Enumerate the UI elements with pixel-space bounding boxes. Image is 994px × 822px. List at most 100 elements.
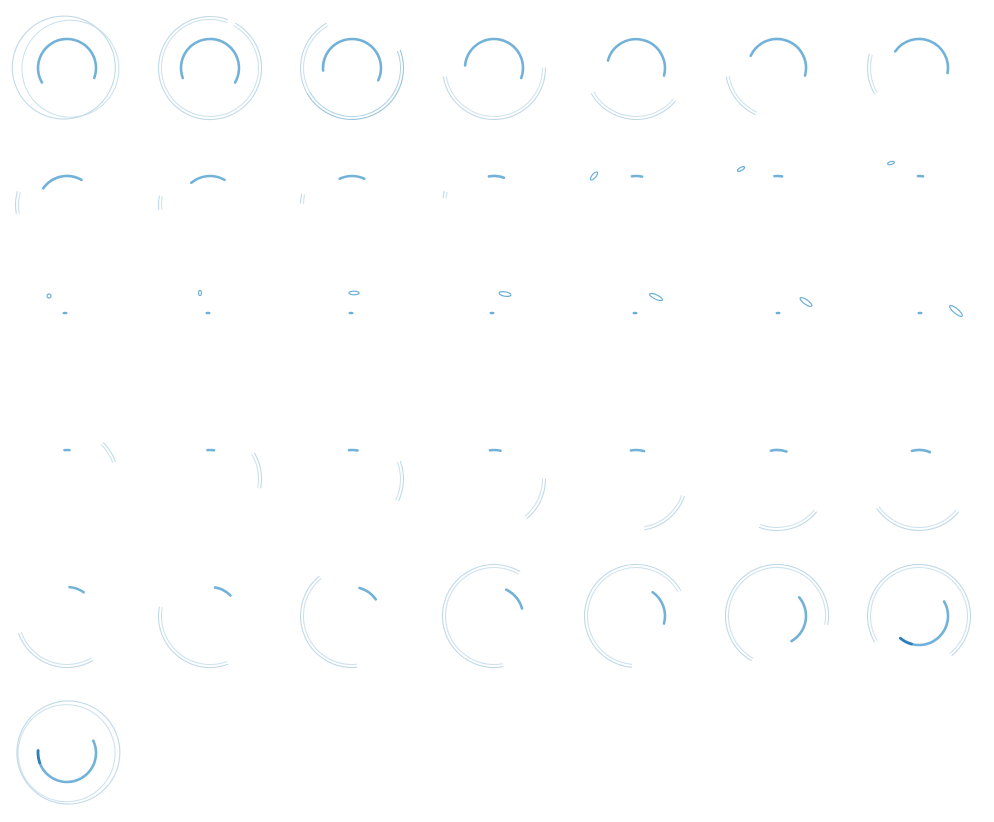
- inner-arc: [504, 588, 524, 610]
- outer-arc: [758, 511, 817, 532]
- outer-arc: [254, 452, 263, 489]
- outer-arc: [251, 454, 259, 488]
- spinner-frame-13: [736, 166, 784, 178]
- inner-arc: [651, 590, 667, 625]
- spinner-frame-17: [348, 290, 360, 315]
- inner-arc: [630, 174, 644, 178]
- outer-arc: [586, 566, 679, 665]
- spinner-frame-27: [758, 448, 817, 532]
- outer-arc: [878, 506, 957, 529]
- outer-arc: [17, 191, 21, 214]
- arc-fragment: [498, 290, 512, 298]
- spinner-dot: [917, 311, 923, 315]
- outer-arc: [445, 191, 448, 199]
- outer-arc: [445, 67, 544, 118]
- spinner-frame-24: [347, 448, 405, 502]
- outer-arc: [644, 496, 685, 531]
- spinner-frame-15: [46, 293, 68, 315]
- spinner-frame-28: [876, 448, 959, 532]
- spinner-frame-6: [725, 37, 808, 116]
- outer-arc: [306, 49, 405, 121]
- inner-arc: [629, 448, 646, 453]
- spinner-frame-2: [158, 15, 263, 121]
- spinner-dot: [775, 311, 781, 315]
- arc-fragment: [348, 290, 360, 296]
- outer-arc: [725, 76, 756, 116]
- outer-arc: [593, 91, 674, 118]
- outer-arc: [866, 564, 972, 656]
- spinner-frame-36: [16, 700, 121, 805]
- outer-arc: [866, 54, 875, 95]
- inner-arc: [769, 448, 788, 453]
- arc-fragment: [736, 166, 746, 172]
- inner-arc: [36, 739, 98, 784]
- inner-arc: [487, 174, 506, 180]
- inner-arc: [338, 174, 366, 181]
- spinner-frame-23: [206, 448, 263, 489]
- inner-arc: [463, 37, 525, 80]
- outer-arc: [14, 191, 18, 215]
- spinner-frame-12: [589, 171, 644, 181]
- outer-arc: [442, 67, 547, 121]
- outer-arc: [759, 509, 815, 529]
- arc-fragment: [197, 289, 203, 297]
- inner-arc: [910, 448, 932, 454]
- outer-arc: [300, 576, 358, 669]
- outer-arc: [160, 196, 163, 210]
- spinner-frame-32: [442, 563, 524, 668]
- outer-arc: [11, 15, 116, 120]
- spinner-frame-16: [197, 289, 211, 315]
- outer-arc: [590, 93, 676, 121]
- outer-arc: [398, 460, 405, 502]
- inner-arc: [321, 37, 383, 82]
- spinner-frame-9: [157, 174, 226, 211]
- outer-arc: [643, 495, 683, 528]
- outer-arc: [299, 22, 327, 95]
- outer-arc: [583, 563, 682, 668]
- inner-arc: [36, 37, 98, 84]
- outer-arc: [526, 478, 547, 519]
- spinner-frame-11: [442, 174, 506, 199]
- outer-arc: [157, 195, 160, 211]
- spinner-frame-31: [300, 576, 378, 669]
- spinner-frame-25: [488, 448, 547, 519]
- outer-arc: [100, 444, 114, 463]
- inner-arc: [749, 37, 808, 77]
- inner-arc-accent: [898, 636, 913, 646]
- spinner-frame-30: [158, 586, 232, 669]
- outer-arc: [309, 50, 402, 118]
- outer-arc: [21, 19, 120, 118]
- spinner-frame-18: [489, 290, 512, 315]
- inner-arc: [179, 37, 241, 84]
- inner-arc: [347, 448, 359, 452]
- outer-arc: [302, 194, 306, 204]
- spinner-frame-20: [775, 296, 813, 315]
- outer-arc: [302, 578, 357, 666]
- spinner-frame-35: [866, 564, 972, 656]
- spinner-dot: [489, 311, 495, 315]
- arc-fragment: [46, 293, 52, 299]
- spinner-frame-4: [442, 37, 547, 121]
- inner-arc-accent: [36, 749, 42, 765]
- spinner-frame-7: [866, 37, 950, 95]
- arc-fragment: [886, 160, 896, 166]
- arc-fragment: [799, 296, 813, 308]
- spinner-frame-5: [590, 37, 676, 121]
- spinner-frame-26: [629, 448, 685, 531]
- spinner-frame-1: [11, 15, 120, 120]
- spinner-frame-14: [886, 160, 925, 178]
- arc-fragment: [589, 171, 599, 181]
- outer-arc: [17, 704, 116, 803]
- outer-arc: [728, 75, 758, 113]
- spinner-frame-8: [14, 174, 83, 215]
- outer-arc: [869, 54, 878, 93]
- outer-arc: [442, 191, 445, 199]
- spinner-frame-10: [299, 174, 366, 204]
- inner-arc: [790, 596, 808, 643]
- outer-arc: [870, 567, 969, 654]
- outer-arc: [442, 563, 521, 668]
- spinner-frame-19: [632, 292, 664, 315]
- inner-arc: [213, 586, 232, 597]
